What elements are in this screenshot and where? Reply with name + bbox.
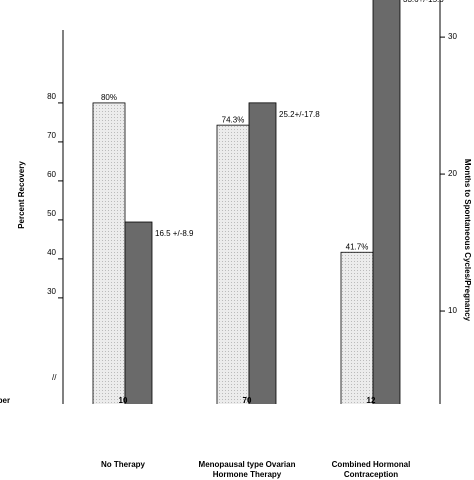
axis-break: // <box>52 373 57 382</box>
category-label: No Therapy <box>100 460 145 469</box>
sample-size: 12 <box>366 396 376 405</box>
bar <box>92 102 126 404</box>
sample-size: 70 <box>242 396 252 405</box>
value-label: 25.2+/-17.8 <box>279 110 320 119</box>
bar <box>372 0 401 404</box>
value-label: 41.7% <box>346 242 369 251</box>
chart: // Percent Recovery Months to Spontaneou… <box>17 0 472 404</box>
y-tick-label: 70 <box>47 131 56 140</box>
value-label: 16.5 +/-8.9 <box>155 229 194 238</box>
bar <box>124 221 153 404</box>
bar <box>340 251 374 404</box>
y2-tick-label: 10 <box>448 306 457 315</box>
category-label: Combined Hormonal Contraception <box>331 460 411 479</box>
y2-axis-title: Months to Spontaneous Cycles/Pregnancy <box>463 159 472 322</box>
y-tick-label: 30 <box>47 287 56 296</box>
value-label: 80% <box>101 93 117 102</box>
y2-tick-label: 30 <box>448 32 457 41</box>
bar <box>248 102 277 404</box>
y-tick-label: 60 <box>47 170 56 179</box>
value-label: 33.6+/-15.6 <box>403 0 444 4</box>
y-tick-label: 80 <box>47 92 56 101</box>
y-tick-label: 40 <box>47 248 56 257</box>
y-tick-label: 50 <box>47 209 56 218</box>
category-label: Menopausal type Ovarian Hormone Therapy <box>198 460 296 479</box>
sample-size: 10 <box>118 396 128 405</box>
n-label: Number <box>0 396 11 405</box>
y2-tick-label: 20 <box>448 169 457 178</box>
bar <box>216 124 250 404</box>
y-axis-title: Percent Recovery <box>17 161 26 229</box>
value-label: 74.3% <box>222 115 245 124</box>
